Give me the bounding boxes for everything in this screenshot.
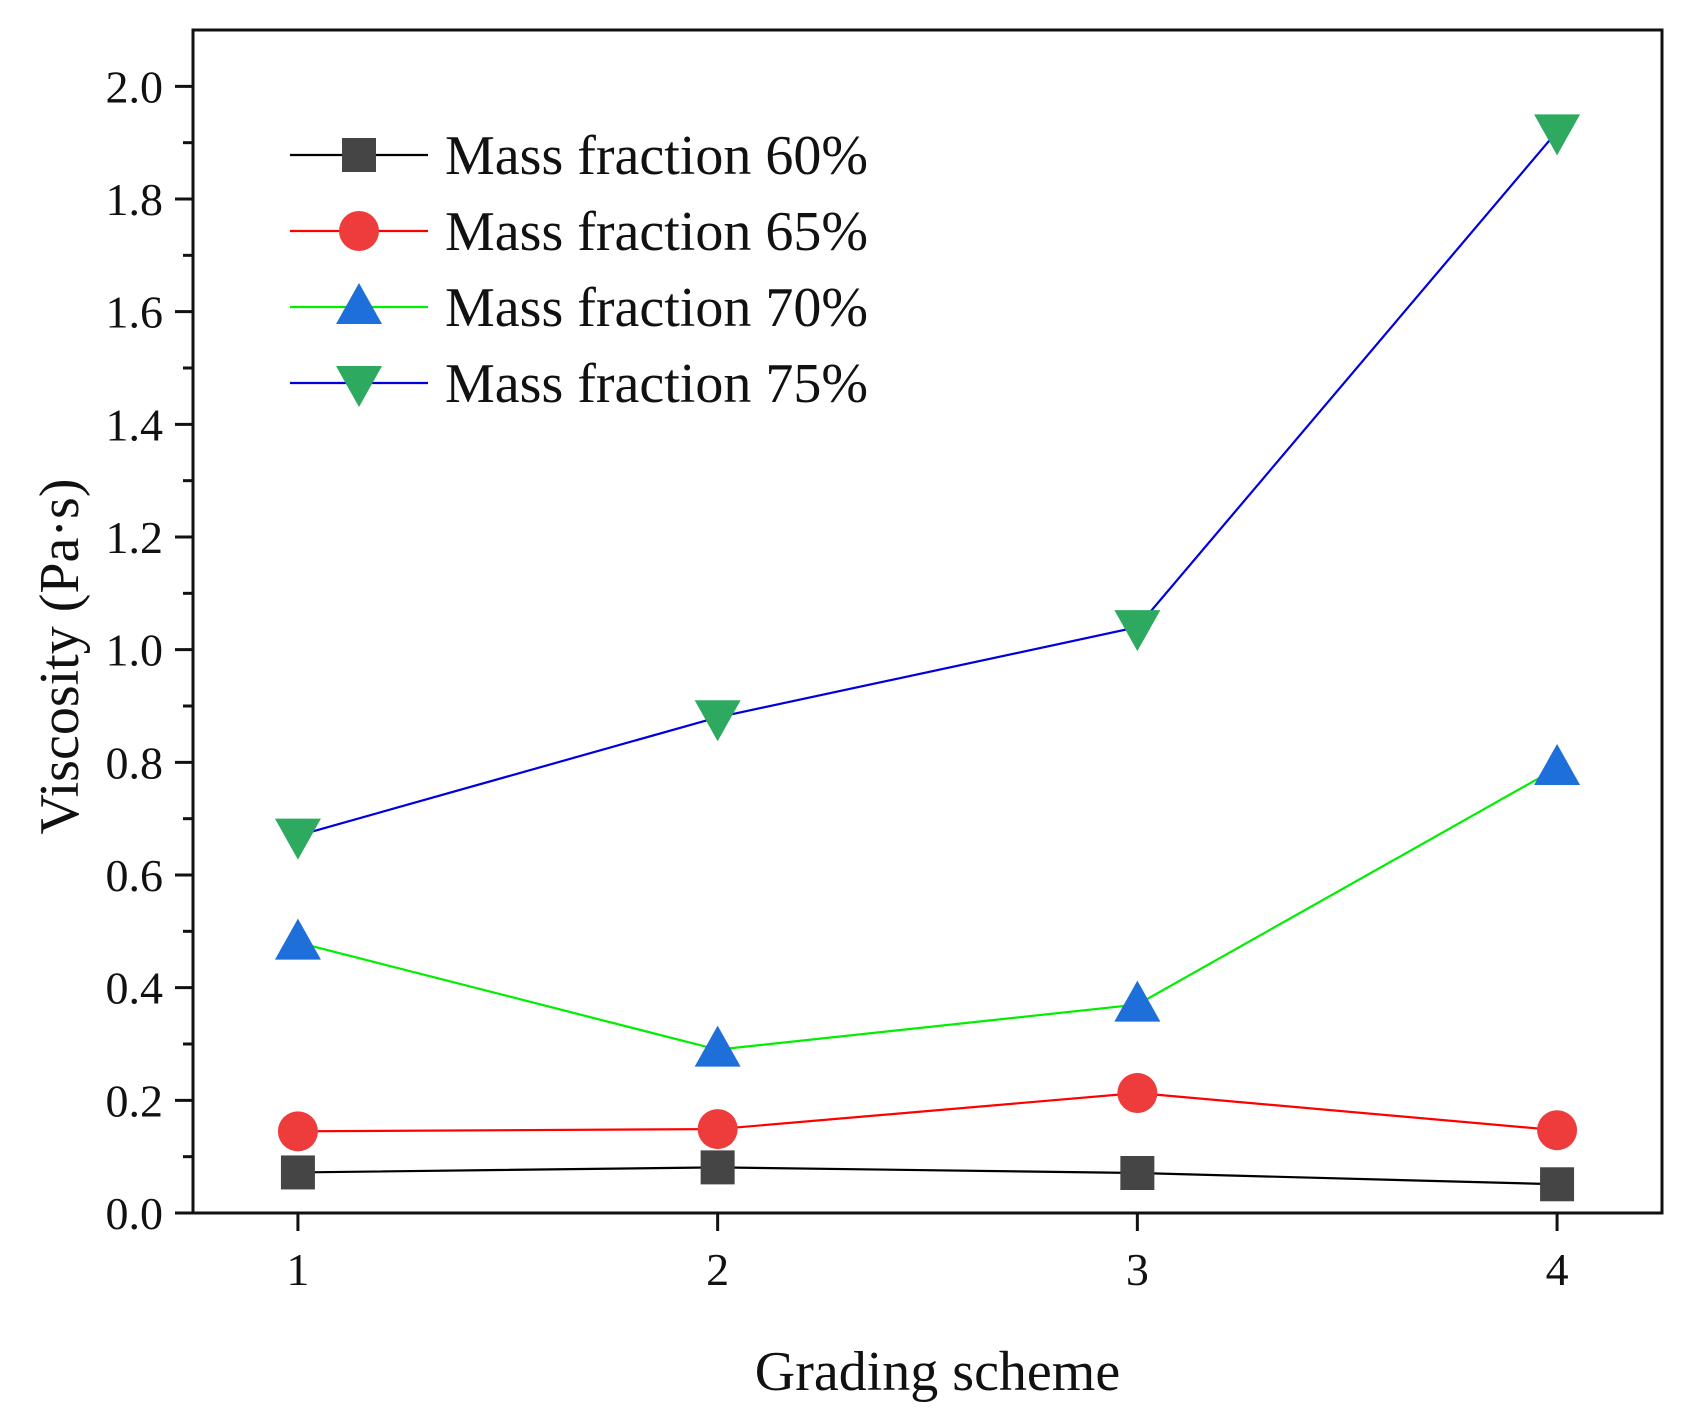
series-group [274, 114, 1581, 1202]
series-line [297, 767, 1558, 1051]
series-line [297, 130, 1558, 837]
x-axis-title: Grading scheme [755, 1341, 1120, 1403]
legend-label: Mass fraction 75% [445, 353, 868, 415]
series-2 [277, 1073, 1578, 1152]
series-line [297, 1091, 1558, 1133]
data-point [1117, 1073, 1158, 1114]
data-point [274, 918, 321, 960]
series-1 [280, 1150, 1575, 1202]
legend-item: Mass fraction 70% [290, 277, 868, 339]
series-line [297, 1166, 1558, 1186]
x-tick-label: 4 [1546, 1244, 1569, 1295]
legend-item: Mass fraction 65% [290, 201, 868, 263]
y-tick-label: 0.2 [106, 1075, 164, 1126]
x-axis-ticks: 1 2 3 4 [286, 1213, 1569, 1295]
data-point [1537, 1110, 1578, 1151]
data-point [697, 1109, 738, 1150]
y-tick-label: 0.4 [106, 963, 164, 1014]
data-point [277, 1111, 318, 1152]
y-tick-label: 2.0 [106, 61, 164, 112]
legend-label: Mass fraction 70% [445, 277, 868, 339]
x-tick-label: 3 [1126, 1244, 1149, 1295]
x-tick-label: 1 [286, 1244, 309, 1295]
data-point [1114, 980, 1161, 1022]
y-tick-label: 1.0 [106, 625, 164, 676]
data-point [694, 700, 741, 742]
y-axis-ticks: 0.0 0.2 0.4 0.6 0.8 1.0 1.2 1.4 1.6 1.8 2.0 [106, 61, 193, 1239]
y-tick-label: 1.4 [106, 399, 164, 450]
legend-marker [336, 283, 382, 324]
legend-marker [336, 366, 382, 407]
legend-item: Mass fraction 60% [290, 125, 868, 187]
y-tick-label: 1.6 [106, 287, 164, 338]
series-4 [274, 114, 1581, 860]
y-tick-label: 0.6 [106, 850, 164, 901]
y-tick-label: 0.8 [106, 737, 164, 788]
data-point [274, 818, 321, 860]
x-tick-label: 2 [706, 1244, 729, 1295]
data-point [694, 1025, 741, 1067]
data-point [1114, 610, 1161, 652]
data-point [280, 1155, 315, 1190]
y-tick-label: 1.2 [106, 512, 164, 563]
y-tick-label: 1.8 [106, 174, 164, 225]
legend-marker [339, 211, 379, 251]
data-point [1540, 1167, 1575, 1202]
data-point [1534, 114, 1581, 156]
legend-label: Mass fraction 60% [445, 125, 868, 187]
plot-frame [191, 28, 1664, 1215]
legend-item: Mass fraction 75% [290, 353, 868, 415]
data-point [700, 1150, 735, 1185]
legend-label: Mass fraction 65% [445, 201, 868, 263]
series-3 [274, 743, 1581, 1067]
legend: Mass fraction 60% Mass fraction 65% Mass f… [290, 125, 868, 415]
legend-marker [342, 138, 376, 172]
data-point [1534, 743, 1581, 785]
y-tick-label: 0.0 [106, 1188, 164, 1239]
data-point [1120, 1156, 1155, 1191]
y-axis-title: Viscosity (Pa·s) [29, 479, 91, 835]
